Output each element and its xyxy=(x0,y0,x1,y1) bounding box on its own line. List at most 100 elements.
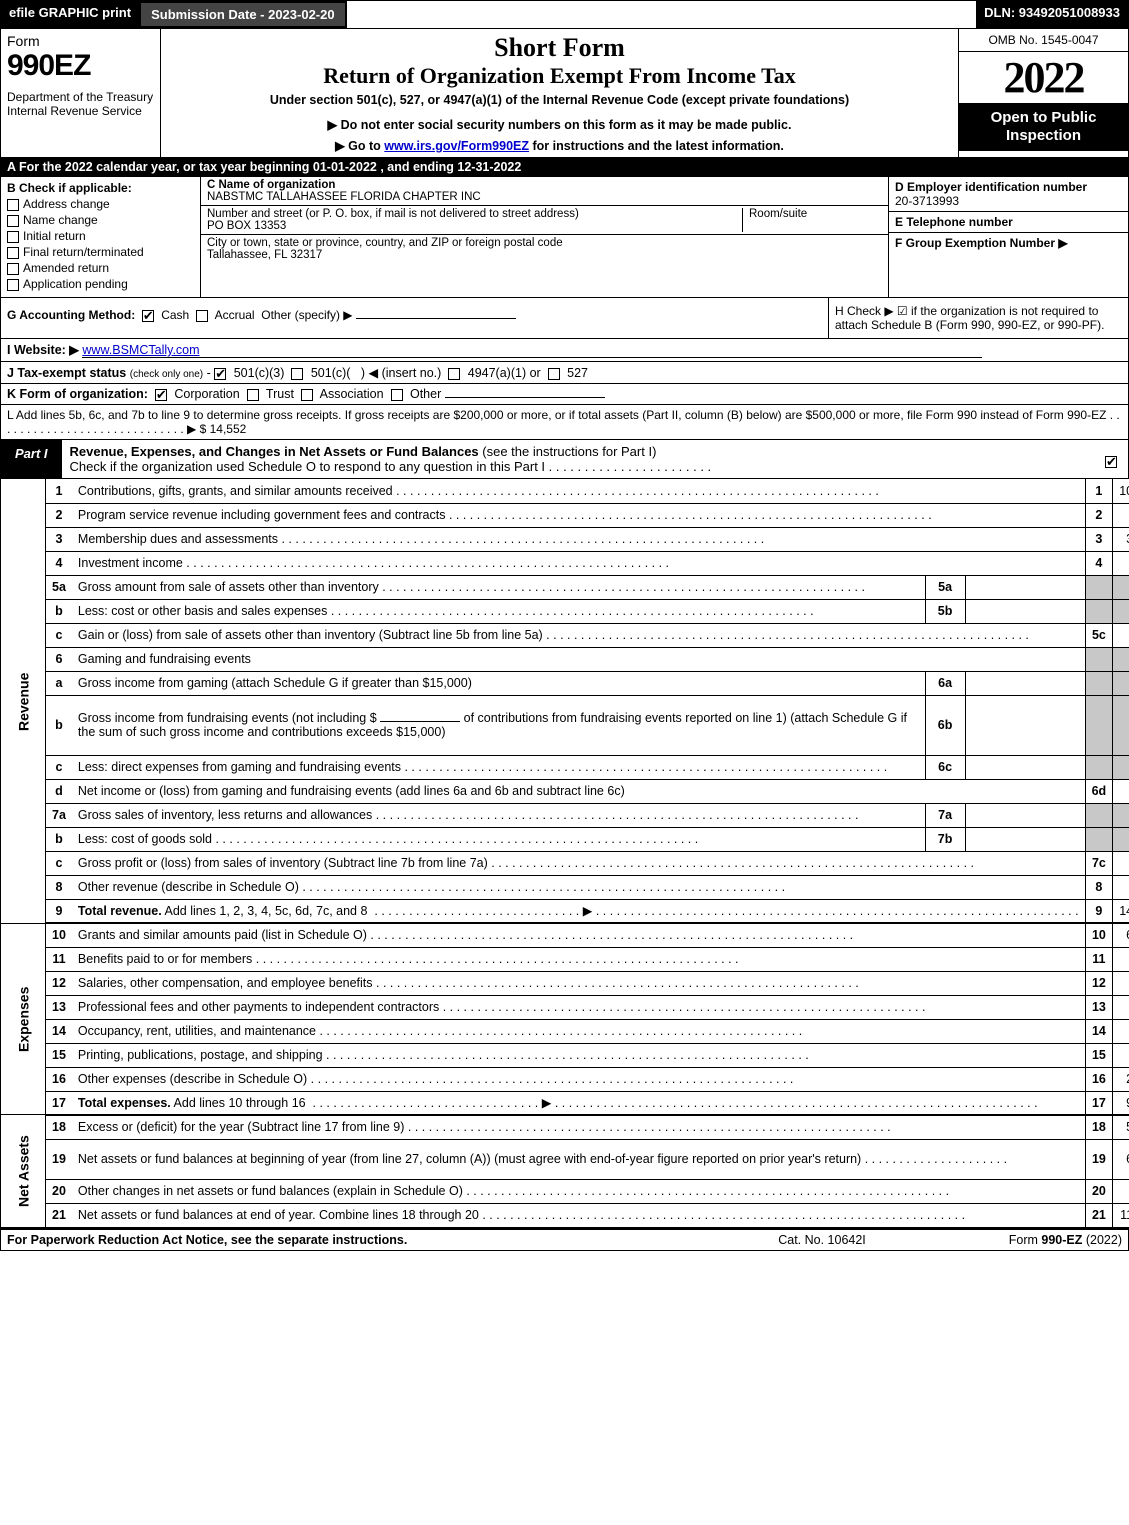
result-val xyxy=(1113,1043,1129,1067)
result-val: 2,615 xyxy=(1113,1067,1129,1091)
line-no: 19 xyxy=(46,1139,72,1179)
e-phone-label: E Telephone number xyxy=(895,215,1013,229)
line-no: 17 xyxy=(46,1091,72,1115)
row-g-accounting: G Accounting Method: Cash Accrual Other … xyxy=(1,298,828,338)
result-no: 4 xyxy=(1085,551,1113,575)
result-no: 16 xyxy=(1085,1067,1113,1091)
form-header: Form 990EZ Department of the Treasury In… xyxy=(0,29,1129,158)
grey-cell xyxy=(1085,575,1113,599)
street-row: Number and street (or P. O. box, if mail… xyxy=(201,206,888,235)
sub-no: 5b xyxy=(925,599,965,623)
d-ein-row: D Employer identification number 20-3713… xyxy=(889,177,1128,212)
result-no: 20 xyxy=(1085,1179,1113,1203)
line-desc: Less: direct expenses from gaming and fu… xyxy=(78,760,401,774)
footer-right: Form 990-EZ (2022) xyxy=(922,1233,1122,1247)
cb-name-change[interactable]: Name change xyxy=(7,213,194,227)
cb-final-return[interactable]: Final return/terminated xyxy=(7,245,194,259)
line-no: 4 xyxy=(46,551,72,575)
other-org-field[interactable] xyxy=(445,397,605,398)
line-15: 15 Printing, publications, postage, and … xyxy=(1,1043,1129,1067)
efile-label[interactable]: efile GRAPHIC print xyxy=(1,1,139,28)
under-section-text: Under section 501(c), 527, or 4947(a)(1)… xyxy=(171,93,948,107)
line-20: 20 Other changes in net assets or fund b… xyxy=(1,1179,1129,1203)
cb-527[interactable] xyxy=(548,368,560,380)
row-i-website: I Website: ▶ www.BSMCTally.com xyxy=(0,339,1129,362)
header-left: Form 990EZ Department of the Treasury In… xyxy=(1,29,161,157)
cb-trust[interactable] xyxy=(247,389,259,401)
total-revenue-label: Total revenue. xyxy=(78,904,162,918)
cb-corporation[interactable] xyxy=(155,389,167,401)
sub-val xyxy=(965,695,1085,755)
result-no: 21 xyxy=(1085,1203,1113,1227)
cb-application-pending[interactable]: Application pending xyxy=(7,277,194,291)
tax-year: 2022 xyxy=(959,52,1128,103)
grey-cell xyxy=(1113,695,1129,755)
column-def: D Employer identification number 20-3713… xyxy=(888,177,1128,297)
irs-link[interactable]: www.irs.gov/Form990EZ xyxy=(384,139,529,153)
fundraising-amount-field[interactable] xyxy=(380,721,460,722)
line-desc: Gaming and fundraising events xyxy=(78,652,251,666)
footer-right-post: (2022) xyxy=(1082,1233,1122,1247)
cb-initial-return[interactable]: Initial return xyxy=(7,229,194,243)
cash-label: Cash xyxy=(161,308,189,322)
line-desc: Net income or (loss) from gaming and fun… xyxy=(78,784,625,798)
line-desc: Gross income from fundraising events (no… xyxy=(78,711,377,725)
cb-501c3[interactable] xyxy=(214,368,226,380)
part1-schedule-o-cb[interactable] xyxy=(1098,440,1128,478)
cb-amended-return[interactable]: Amended return xyxy=(7,261,194,275)
line-desc: Salaries, other compensation, and employ… xyxy=(78,976,373,990)
line-no: 16 xyxy=(46,1067,72,1091)
cb-other-org[interactable] xyxy=(391,389,403,401)
cb-label: Amended return xyxy=(23,261,109,275)
line-no: 6 xyxy=(46,647,72,671)
sub-no: 5a xyxy=(925,575,965,599)
cb-association[interactable] xyxy=(301,389,313,401)
line-1: Revenue 1 Contributions, gifts, grants, … xyxy=(1,479,1129,503)
result-val: 435 xyxy=(1113,995,1129,1019)
cb-4947[interactable] xyxy=(448,368,460,380)
cb-501c[interactable] xyxy=(291,368,303,380)
sub-no: 6b xyxy=(925,695,965,755)
result-val xyxy=(1113,947,1129,971)
other-specify-field[interactable] xyxy=(356,318,516,319)
line-desc: Professional fees and other payments to … xyxy=(78,1000,439,1014)
sub-val xyxy=(965,575,1085,599)
cb-cash[interactable] xyxy=(142,310,154,322)
sub-val xyxy=(965,671,1085,695)
result-val: 14,552 xyxy=(1113,899,1129,923)
result-no: 5c xyxy=(1085,623,1113,647)
result-val xyxy=(1113,851,1129,875)
revenue-side-label: Revenue xyxy=(1,479,46,923)
result-no: 13 xyxy=(1085,995,1113,1019)
open-to-public-inspection: Open to Public Inspection xyxy=(959,103,1128,151)
line-desc: Benefits paid to or for members xyxy=(78,952,252,966)
part1-title-rest: (see the instructions for Part I) xyxy=(479,444,657,459)
row-k-form-of-org: K Form of organization: Corporation Trus… xyxy=(0,384,1129,405)
line-14: 14 Occupancy, rent, utilities, and maint… xyxy=(1,1019,1129,1043)
result-no: 12 xyxy=(1085,971,1113,995)
line-no: 12 xyxy=(46,971,72,995)
cb-accrual[interactable] xyxy=(196,310,208,322)
line-no: c xyxy=(46,623,72,647)
form-number: 990EZ xyxy=(7,49,154,83)
sub-val xyxy=(965,803,1085,827)
result-val: 10,899 xyxy=(1113,479,1129,503)
line-no: 21 xyxy=(46,1203,72,1227)
line-5a: 5a Gross amount from sale of assets othe… xyxy=(1,575,1129,599)
line-no: 13 xyxy=(46,995,72,1019)
sub-no: 7a xyxy=(925,803,965,827)
line-no: 10 xyxy=(46,923,72,947)
part1-tab: Part I xyxy=(1,440,62,478)
row-h-schedule-b: H Check ▶ ☑ if the organization is not r… xyxy=(828,298,1128,338)
line-no: 18 xyxy=(46,1115,72,1139)
result-no: 7c xyxy=(1085,851,1113,875)
line-9: 9 Total revenue. Add lines 1, 2, 3, 4, 5… xyxy=(1,899,1129,923)
line-desc: Program service revenue including govern… xyxy=(78,508,446,522)
cb-address-change[interactable]: Address change xyxy=(7,197,194,211)
result-no: 14 xyxy=(1085,1019,1113,1043)
goto-post: for instructions and the latest informat… xyxy=(529,139,784,153)
line-desc: Gain or (loss) from sale of assets other… xyxy=(78,628,543,642)
line-11: 11 Benefits paid to or for members 11 xyxy=(1,947,1129,971)
result-val xyxy=(1113,779,1129,803)
website-link[interactable]: www.BSMCTally.com xyxy=(82,343,982,358)
